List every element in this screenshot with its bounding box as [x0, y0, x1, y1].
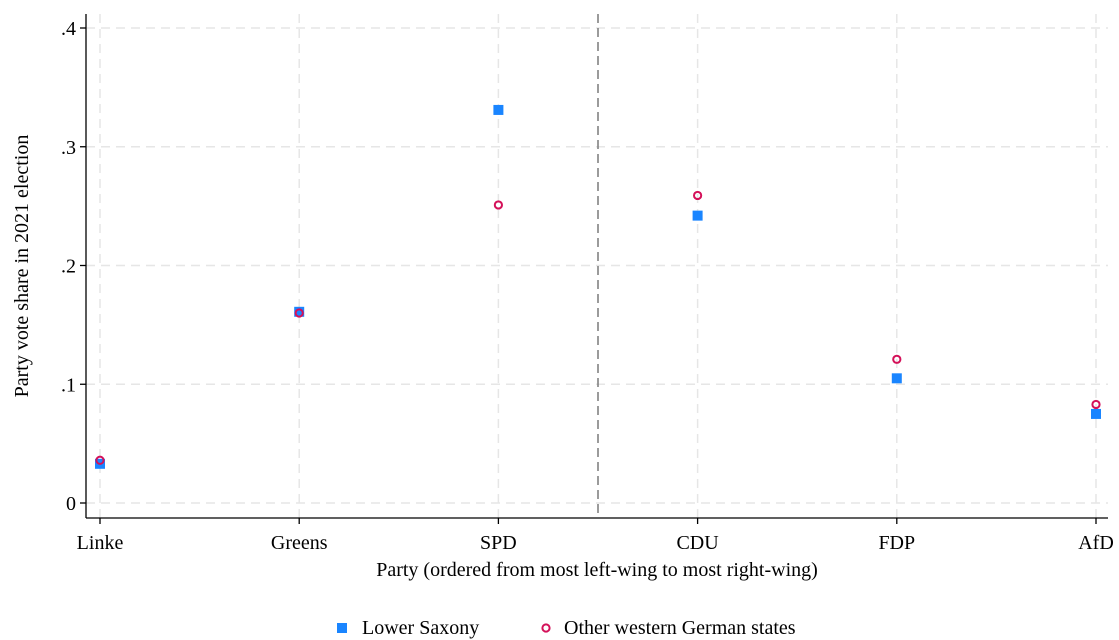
x-tick-label: FDP — [878, 532, 915, 554]
x-tick-label: CDU — [676, 532, 719, 554]
y-axis-ticks: 0 .1 .2 .3 .4 — [61, 18, 86, 515]
point-lower-saxony — [493, 104, 504, 115]
point-lower-saxony — [692, 210, 703, 221]
legend-item-other-western-german-states: Other western German states — [541, 617, 796, 639]
y-tick-label: .4 — [61, 18, 76, 40]
gridlines — [86, 14, 1108, 518]
point-other-western-states — [892, 354, 902, 364]
x-tick-label: Greens — [271, 532, 328, 554]
point-lower-saxony — [891, 373, 902, 384]
point-lower-saxony — [294, 306, 305, 317]
legend: Lower Saxony Other western German states — [337, 617, 796, 639]
x-tick-label: Linke — [77, 532, 124, 554]
legend-marker-square — [337, 623, 347, 633]
point-other-western-states — [294, 308, 304, 318]
y-tick-label: .3 — [61, 137, 76, 159]
y-tick-label: .1 — [61, 374, 76, 396]
y-tick-label: 0 — [66, 493, 76, 515]
point-other-western-states — [95, 455, 105, 465]
point-other-western-states — [1091, 399, 1101, 410]
point-other-western-states — [493, 200, 503, 210]
x-axis-ticks: Linke Greens SPD CDU FDP AfD — [77, 518, 1114, 554]
legend-marker-circle — [541, 623, 551, 633]
legend-item-lower-saxony: Lower Saxony — [337, 617, 479, 639]
y-axis-label: Party vote share in 2021 election — [11, 135, 33, 398]
point-lower-saxony — [1091, 408, 1101, 419]
point-other-western-states — [693, 190, 703, 201]
legend-label: Other western German states — [564, 617, 796, 639]
data-points — [95, 104, 1101, 469]
x-tick-label: SPD — [480, 532, 517, 554]
x-tick-label: AfD — [1078, 532, 1114, 554]
legend-label: Lower Saxony — [362, 617, 479, 639]
y-tick-label: .2 — [61, 256, 76, 278]
x-axis-label: Party (ordered from most left-wing to mo… — [376, 559, 818, 581]
